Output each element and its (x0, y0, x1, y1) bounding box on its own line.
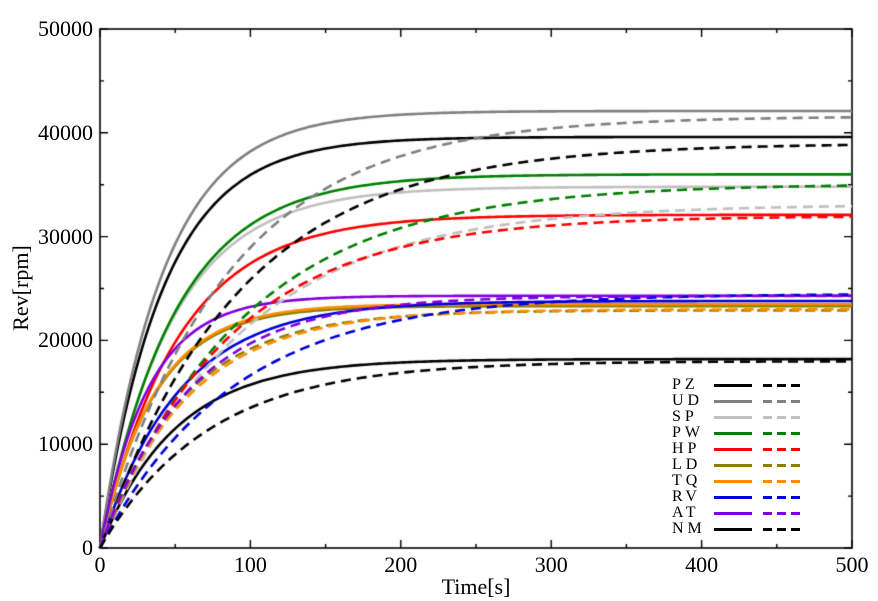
legend-label-ud: UD (672, 392, 704, 409)
legend-solid-line-sample (714, 447, 752, 451)
legend-item-pw: PW (672, 425, 801, 441)
legend-dashed-line-sample (763, 415, 801, 419)
x-tick-label-500: 500 (835, 552, 869, 577)
legend-label-rv: RV (672, 488, 701, 505)
legend-item-rv: RV (672, 489, 801, 505)
legend-dashed-line-sample (763, 495, 801, 499)
legend-dashed-line-sample (763, 479, 801, 483)
x-tick-label-300: 300 (534, 552, 568, 577)
legend-item-ud: UD (672, 393, 801, 409)
legend-label-ld: LD (672, 456, 702, 473)
x-axis-title: Time[s] (441, 574, 511, 599)
legend-item-nm: NM (672, 521, 801, 537)
y-tick-label-10000: 10000 (38, 431, 93, 457)
legend-dashed-line-sample (763, 511, 801, 515)
legend-label-at: AT (672, 504, 700, 521)
legend-solid-line-sample (714, 383, 752, 387)
legend-label-pw: PW (672, 424, 704, 441)
legend-item-sp: SP (672, 409, 801, 425)
legend-dashed-line-sample (763, 463, 801, 467)
legend-item-tq: TQ (672, 473, 801, 489)
legend-dashed-line-sample (763, 399, 801, 403)
legend-dashed-line-sample (763, 383, 801, 387)
legend-item-at: AT (672, 505, 801, 521)
x-tick-label-200: 200 (384, 552, 418, 577)
legend-label-hp: HP (672, 440, 701, 457)
legend-label-tq: TQ (672, 472, 702, 489)
legend-solid-line-sample (714, 527, 752, 531)
legend-item-ld: LD (672, 457, 801, 473)
legend-item-hp: HP (672, 441, 801, 457)
legend-solid-line-sample (714, 431, 752, 435)
x-tick-label-100: 100 (233, 552, 267, 577)
legend-label-nm: NM (672, 520, 706, 537)
y-tick-label-30000: 30000 (38, 223, 93, 249)
legend-solid-line-sample (714, 495, 752, 499)
x-tick-label-0: 0 (94, 552, 106, 577)
legend-solid-line-sample (714, 399, 752, 403)
legend-dashed-line-sample (763, 527, 801, 531)
legend-dashed-line-sample (763, 447, 801, 451)
y-axis-title: Rev[rpm] (8, 245, 33, 331)
legend-label-sp: SP (672, 408, 698, 425)
legend-solid-line-sample (714, 511, 752, 515)
chart-legend: PZ UD SP PW HP LD TQ RV AT NM (672, 377, 801, 537)
legend-solid-line-sample (714, 463, 752, 467)
legend-item-pz: PZ (672, 377, 801, 393)
legend-dashed-line-sample (763, 431, 801, 435)
x-tick-label-400: 400 (685, 552, 719, 577)
y-tick-label-50000: 50000 (38, 16, 93, 41)
y-tick-label-0: 0 (82, 535, 93, 560)
legend-solid-line-sample (714, 415, 752, 419)
y-tick-label-40000: 40000 (38, 119, 93, 145)
y-tick-label-20000: 20000 (38, 327, 93, 353)
legend-label-pz: PZ (672, 376, 699, 393)
legend-solid-line-sample (714, 479, 752, 483)
